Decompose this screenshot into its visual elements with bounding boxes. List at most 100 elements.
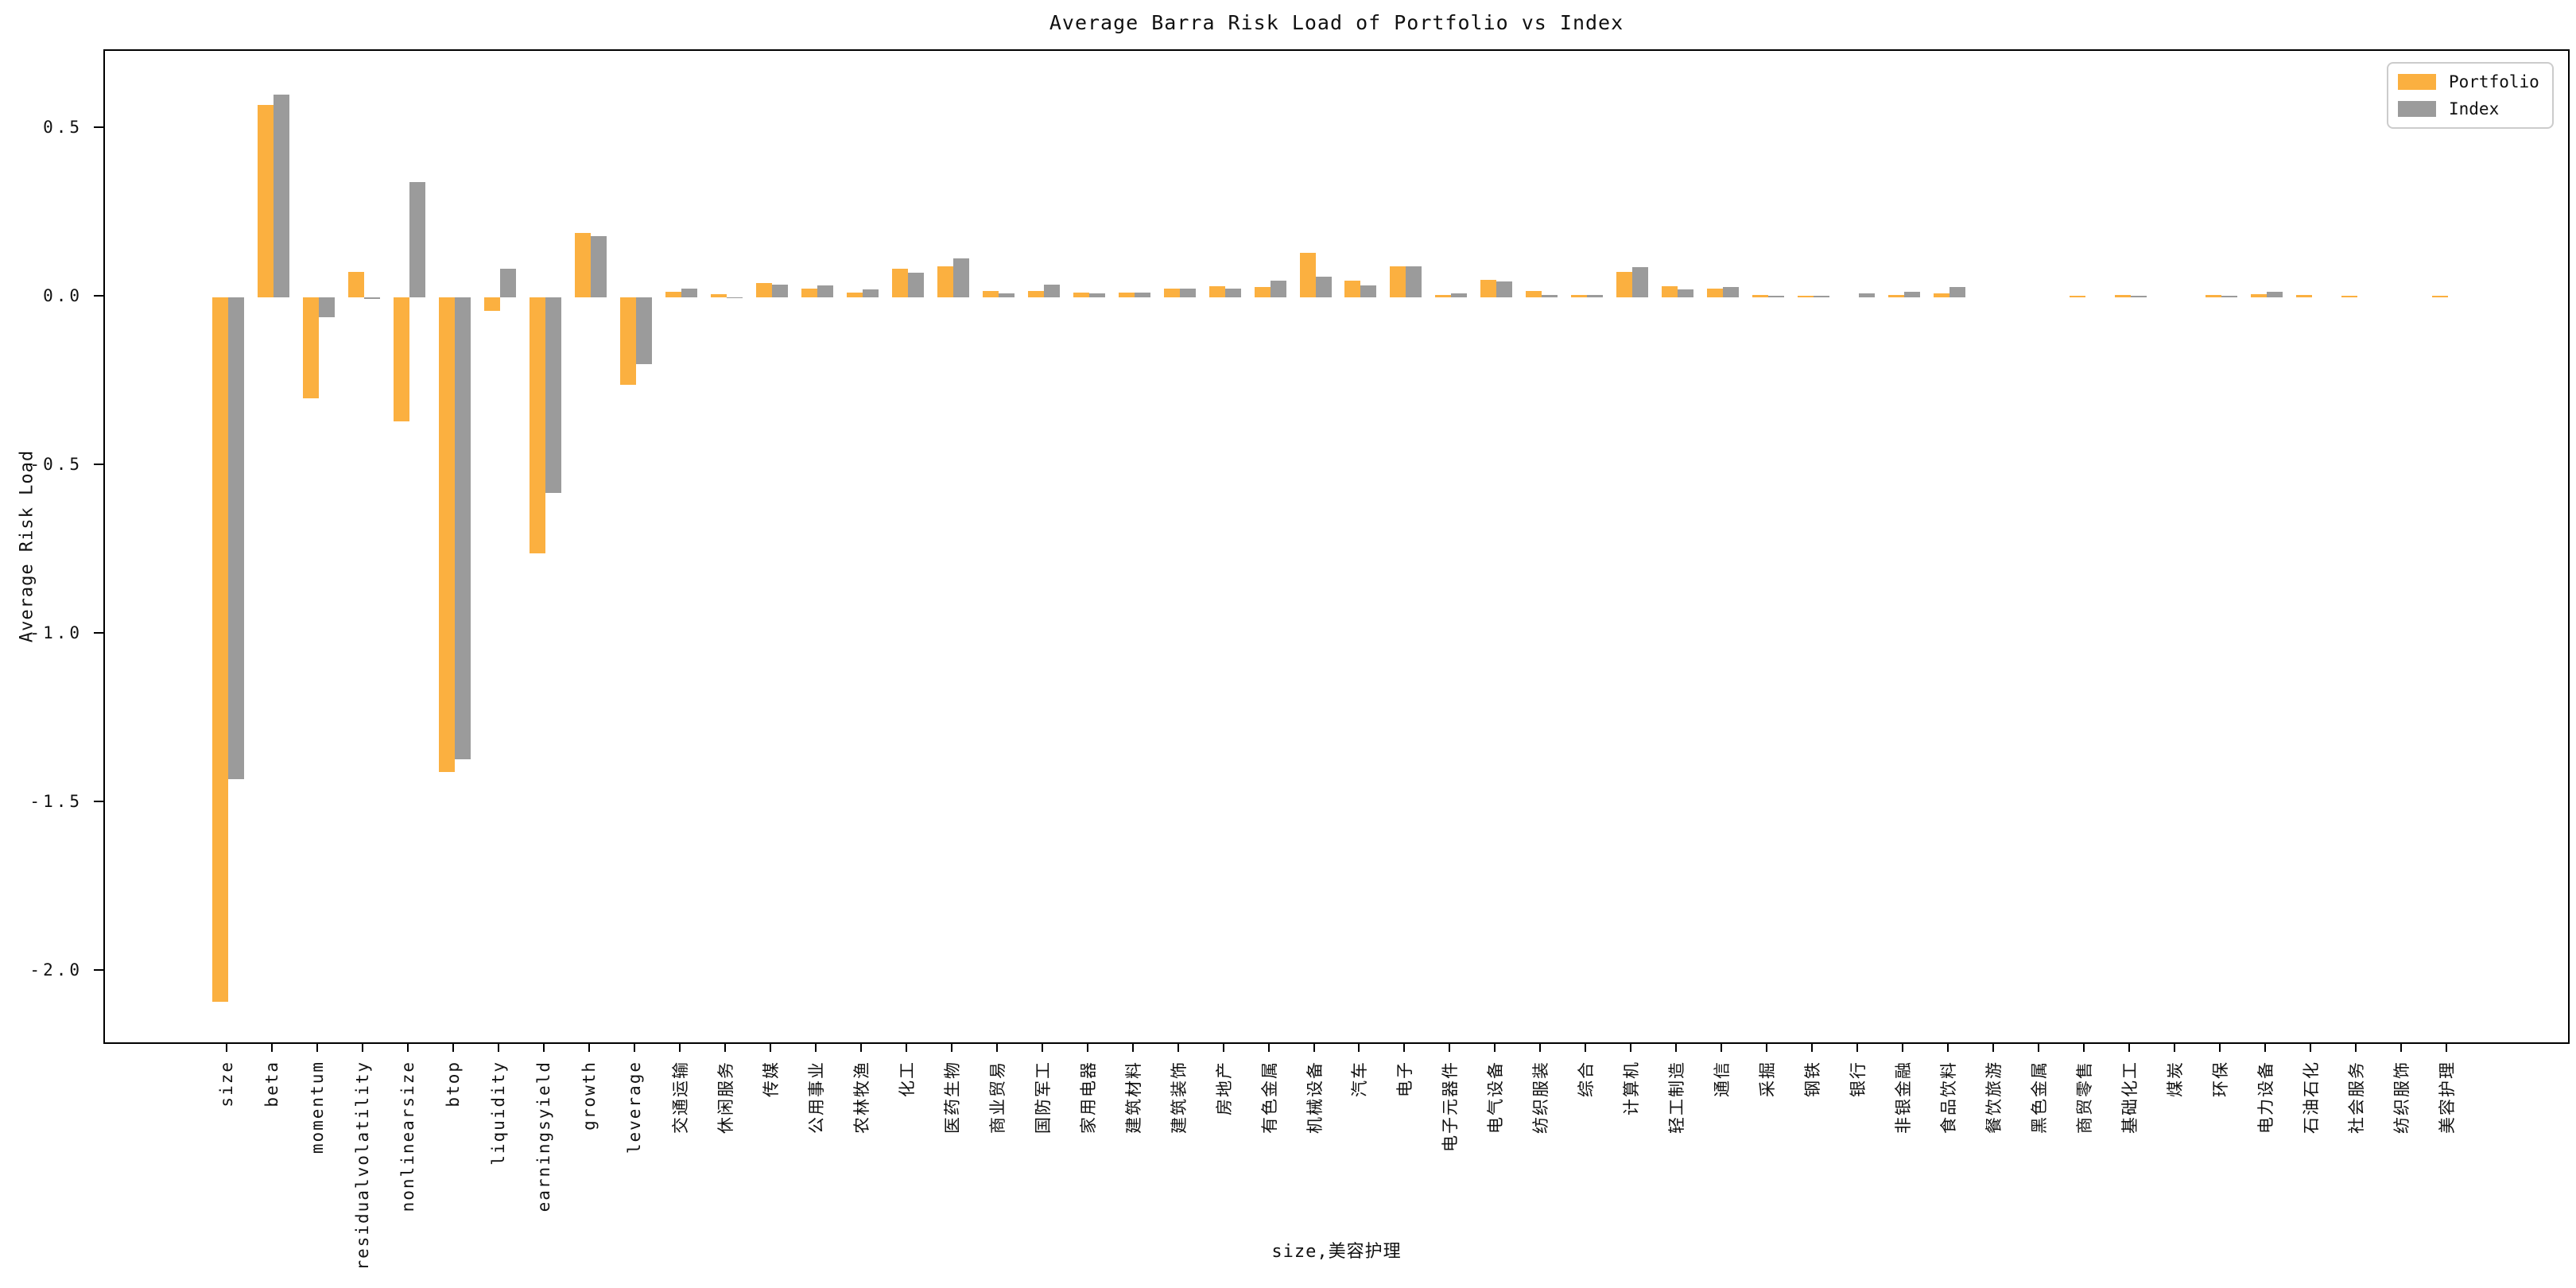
bar-index — [1179, 288, 1196, 297]
legend-item-portfolio: Portfolio — [2398, 72, 2539, 92]
y-tick-label: -0.5 — [29, 454, 83, 474]
x-tick-label: 轻工制造 — [1667, 1061, 1687, 1134]
chart-title: Average Barra Risk Load of Portfolio vs … — [1049, 11, 1624, 34]
bar-portfolio — [2115, 295, 2132, 297]
x-tick-mark — [1086, 1044, 1088, 1052]
x-tick-mark — [226, 1044, 227, 1052]
bar-portfolio — [1163, 288, 1180, 297]
x-tick-label: momentum — [307, 1061, 327, 1154]
bar-portfolio — [2296, 295, 2313, 297]
bar-index — [1678, 289, 1694, 297]
bar-portfolio — [1073, 293, 1089, 297]
bar-portfolio — [212, 297, 228, 1002]
x-tick-mark — [1947, 1044, 1949, 1052]
x-tick-mark — [497, 1044, 499, 1052]
bar-portfolio — [2341, 295, 2358, 297]
x-tick-label: 农林牧渔 — [852, 1061, 871, 1134]
bar-index — [1224, 289, 1241, 297]
x-tick-mark — [1222, 1044, 1224, 1052]
bar-index — [273, 95, 289, 297]
x-tick-label: 交通运输 — [670, 1061, 690, 1134]
bar-index — [1406, 266, 1422, 297]
bar-index — [1043, 285, 1060, 297]
legend-label-index: Index — [2449, 99, 2500, 118]
bar-index — [1134, 292, 1150, 297]
bar-index — [1768, 295, 1785, 297]
x-tick-label: 餐饮旅游 — [1984, 1061, 2004, 1134]
x-tick-mark — [1539, 1044, 1542, 1052]
x-tick-mark — [1449, 1044, 1451, 1052]
bar-portfolio — [2070, 295, 2086, 297]
x-tick-mark — [1766, 1044, 1768, 1052]
x-tick-mark — [2083, 1044, 2085, 1052]
bar-index — [1814, 296, 1830, 297]
x-tick-label: 食品饮料 — [1939, 1061, 1959, 1134]
x-tick-label: 公用事业 — [806, 1061, 826, 1134]
x-tick-mark — [1721, 1044, 1723, 1052]
bar-index — [817, 285, 833, 297]
bar-portfolio — [2432, 296, 2448, 297]
x-tick-label: 非银金融 — [1894, 1061, 1914, 1134]
bar-portfolio — [1208, 285, 1225, 297]
bar-portfolio — [665, 292, 681, 297]
bar-index — [1088, 293, 1105, 297]
bar-index — [1496, 281, 1513, 297]
x-tick-label: 电力设备 — [2256, 1061, 2276, 1134]
x-tick-label: 化工 — [897, 1061, 917, 1097]
portfolio-swatch — [2398, 74, 2436, 90]
x-tick-label: 建筑材料 — [1123, 1061, 1143, 1134]
bar-portfolio — [1752, 295, 1769, 297]
x-tick-mark — [814, 1044, 817, 1052]
bar-index — [409, 182, 425, 297]
x-tick-label: earningsyield — [533, 1061, 553, 1212]
bar-portfolio — [710, 294, 727, 297]
x-tick-mark — [1811, 1044, 1814, 1052]
x-tick-label: 美容护理 — [2438, 1061, 2457, 1134]
x-tick-mark — [2400, 1044, 2403, 1052]
bar-index — [2267, 292, 2283, 297]
bar-portfolio — [1254, 287, 1271, 297]
bar-portfolio — [1299, 253, 1316, 297]
x-tick-label: 煤炭 — [2166, 1061, 2186, 1097]
bar-index — [1632, 266, 1649, 297]
bar-index — [1904, 292, 1921, 297]
x-tick-mark — [2446, 1044, 2447, 1052]
x-tick-label: 医药生物 — [942, 1061, 962, 1134]
x-tick-label: 综合 — [1577, 1061, 1596, 1097]
x-tick-label: growth — [579, 1061, 599, 1131]
x-tick-mark — [1267, 1044, 1270, 1052]
bar-portfolio — [2251, 294, 2268, 297]
x-tick-mark — [1177, 1044, 1179, 1052]
bar-index — [2131, 295, 2147, 297]
bar-portfolio — [1616, 271, 1633, 297]
x-tick-label: 机械设备 — [1305, 1061, 1325, 1134]
bar-index — [862, 289, 879, 297]
x-tick-mark — [542, 1044, 545, 1052]
x-tick-label: 国防军工 — [1033, 1061, 1053, 1134]
x-tick-mark — [1585, 1044, 1587, 1052]
bar-portfolio — [1480, 279, 1497, 297]
x-tick-mark — [1313, 1044, 1315, 1052]
y-tick-mark — [94, 126, 103, 128]
bar-portfolio — [1435, 295, 1452, 297]
bar-portfolio — [302, 297, 319, 398]
x-tick-label: size — [217, 1061, 236, 1108]
x-tick-label: 房地产 — [1214, 1061, 1234, 1115]
x-tick-mark — [724, 1044, 726, 1052]
bar-portfolio — [1390, 266, 1406, 297]
x-tick-mark — [1131, 1044, 1134, 1052]
x-tick-mark — [2038, 1044, 2040, 1052]
x-tick-label: 汽车 — [1350, 1061, 1370, 1097]
bar-portfolio — [1934, 293, 1950, 297]
bar-portfolio — [1798, 296, 1814, 297]
bar-portfolio — [529, 297, 545, 553]
x-axis-title: size,美容护理 — [1271, 1242, 1402, 1262]
bar-index — [1723, 287, 1740, 297]
x-tick-label: 商贸零售 — [2075, 1061, 2095, 1134]
y-tick-label: 0.0 — [43, 285, 83, 305]
bar-index — [907, 273, 924, 297]
bar-portfolio — [257, 104, 274, 297]
bar-portfolio — [891, 269, 908, 297]
x-tick-mark — [2310, 1044, 2312, 1052]
x-tick-label: 基础化工 — [2120, 1061, 2140, 1134]
